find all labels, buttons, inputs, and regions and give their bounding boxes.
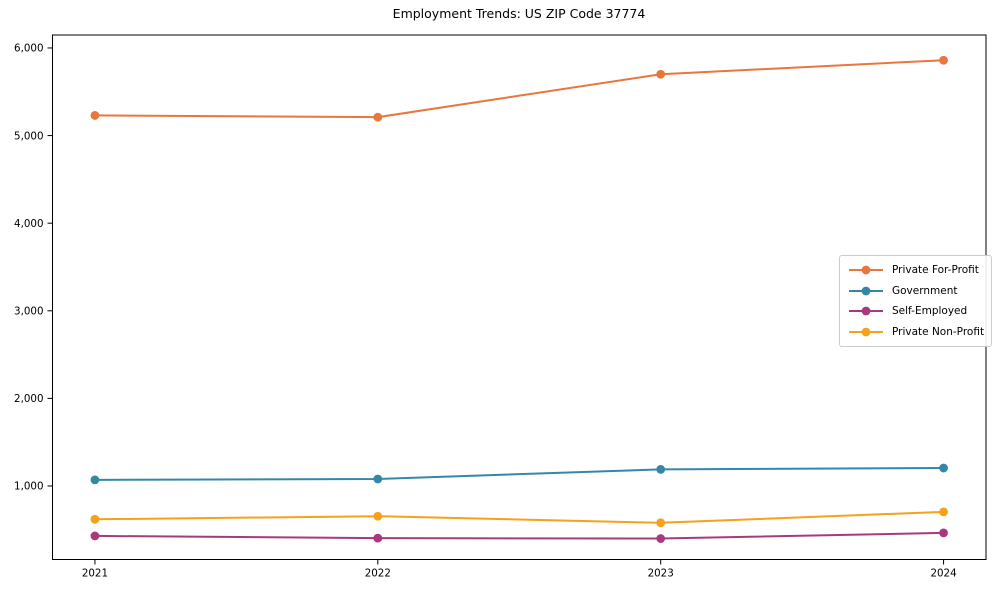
data-point-private-for-profit: [656, 69, 666, 79]
data-point-private-non-profit: [373, 511, 383, 521]
legend-item-government: Government: [847, 281, 984, 302]
legend-dot: [861, 327, 871, 337]
data-point-self-employed: [939, 528, 948, 538]
legend-marker-private-non-profit: [849, 327, 883, 337]
legend-marker-self-employed: [849, 306, 883, 316]
legend-label: Government: [892, 284, 958, 297]
chart-title: Employment Trends: US ZIP Code 37774: [392, 6, 646, 21]
data-point-self-employed: [656, 534, 666, 543]
data-point-private-non-profit: [656, 518, 666, 528]
data-point-private-non-profit: [939, 507, 948, 517]
y-tick-label: 3,000: [14, 305, 43, 317]
data-point-private-for-profit: [90, 111, 100, 120]
y-tick-label: 1,000: [14, 481, 43, 493]
legend-label: Private Non-Profit: [892, 325, 985, 338]
legend-marker-private-for-profit: [849, 265, 883, 275]
data-point-self-employed: [373, 533, 383, 543]
legend: Private For-Profit Government Self-Employe…: [839, 255, 993, 347]
data-point-government: [373, 474, 383, 484]
legend-dot: [861, 286, 871, 296]
line-series-private-for-profit: [93, 59, 945, 119]
x-tick-label: 2024: [930, 568, 956, 580]
data-point-government: [656, 464, 666, 474]
line-series-government: [93, 467, 945, 481]
legend-label: Private For-Profit: [892, 264, 979, 277]
legend-item-private-for-profit: Private For-Profit: [847, 260, 984, 281]
y-tick-label: 4,000: [14, 218, 43, 230]
data-point-self-employed: [90, 531, 100, 541]
legend-marker-government: [849, 286, 883, 296]
x-tick-label: 2023: [648, 568, 674, 580]
legend-dot: [861, 265, 871, 275]
line-series-self-employed: [93, 531, 945, 540]
data-point-private-non-profit: [90, 514, 100, 524]
data-point-government: [939, 463, 948, 473]
data-point-private-for-profit: [939, 55, 948, 65]
y-tick-label: 5,000: [14, 130, 43, 142]
legend-item-self-employed: Self-Employed: [847, 301, 984, 322]
y-tick-label: 6,000: [14, 43, 43, 55]
x-tick-label: 2022: [365, 568, 391, 580]
data-point-government: [90, 475, 100, 485]
x-tick-label: 2021: [82, 568, 108, 580]
y-tick-label: 2,000: [14, 393, 43, 405]
data-point-private-for-profit: [373, 112, 383, 122]
legend-dot: [861, 306, 871, 316]
legend-label: Self-Employed: [892, 305, 968, 318]
line-series-private-non-profit: [93, 510, 945, 524]
legend-item-private-non-profit: Private Non-Profit: [847, 322, 984, 343]
